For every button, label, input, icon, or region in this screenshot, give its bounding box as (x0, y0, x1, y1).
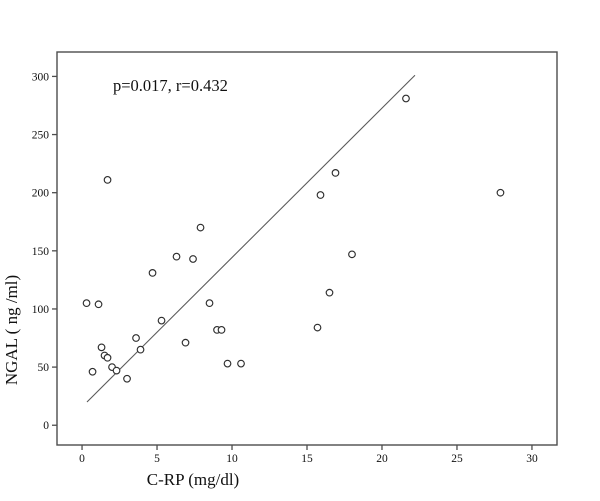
scatter-point (103, 353, 112, 362)
scatter-point (157, 316, 166, 325)
regression-line (86, 74, 416, 403)
scatter-point (103, 176, 112, 184)
plot-frame (56, 51, 558, 446)
x-tick-label: 30 (526, 453, 538, 465)
x-tick-label: 15 (301, 453, 313, 465)
scatter-point (217, 326, 226, 334)
scatter-point (237, 359, 245, 368)
scatter-point (325, 288, 334, 297)
scatter-point (316, 191, 325, 199)
scatter-point (223, 359, 232, 368)
y-tick-label: 200 (32, 188, 50, 200)
scatter-point (97, 343, 106, 352)
x-tick-label: 5 (154, 453, 160, 465)
y-tick-label: 150 (32, 246, 50, 258)
y-tick-label: 0 (43, 420, 49, 432)
x-tick-label: 10 (226, 453, 238, 465)
y-axis-title: NGAL ( ng /ml) (2, 275, 21, 385)
scatter-point (348, 250, 356, 259)
scatter-point (402, 94, 410, 103)
scatter-point (313, 323, 322, 332)
correlation-annotation: p=0.017, r=0.432 (113, 76, 228, 95)
y-tick-label: 250 (32, 130, 50, 142)
scatter-point (172, 252, 181, 261)
scatter-point (331, 169, 340, 177)
scatter-point (132, 334, 140, 342)
y-tick-label: 300 (32, 71, 50, 83)
scatter-point (88, 367, 97, 376)
y-tick-label: 50 (38, 362, 50, 374)
y-tick-label: 100 (32, 304, 50, 316)
scatter-point (82, 299, 91, 308)
scatter-point (189, 255, 197, 263)
scatter-point (94, 300, 103, 309)
scatter-point (112, 366, 121, 375)
x-axis-title: C-RP (mg/dl) (147, 470, 239, 489)
x-tick-label: 20 (376, 453, 388, 465)
x-tick-label: 25 (451, 453, 463, 465)
scatter-point (123, 374, 131, 383)
scatter-point (148, 269, 157, 277)
scatter-point (181, 338, 190, 347)
scatter-point (196, 223, 205, 232)
x-tick-label: 0 (79, 453, 85, 465)
scatter-point (496, 188, 505, 197)
scatter-point (205, 299, 214, 308)
scatter-point (136, 345, 145, 354)
